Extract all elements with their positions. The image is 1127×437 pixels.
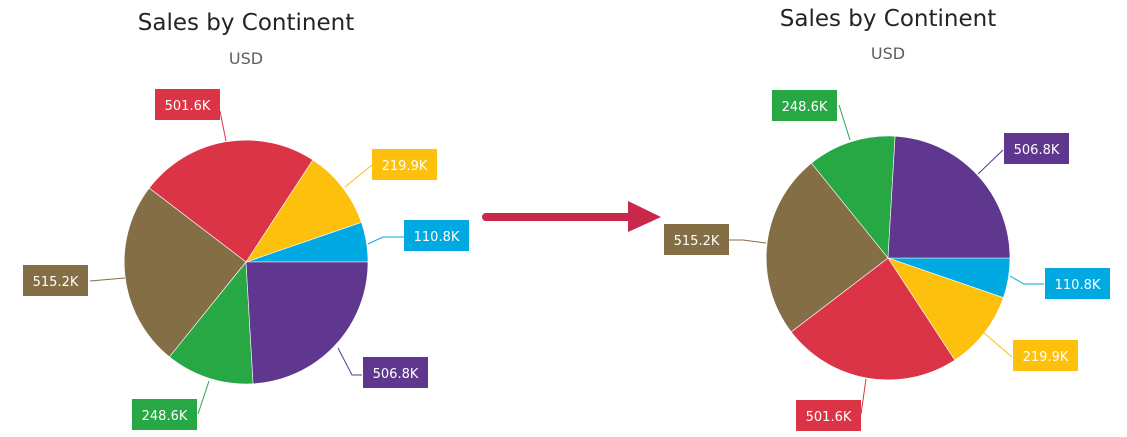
right-chart-subtitle: USD [870, 44, 906, 63]
transform-arrow-icon [482, 201, 661, 232]
left-label-248-6k: 248.6K [142, 409, 188, 424]
left-label-501-6k: 501.6K [165, 99, 211, 114]
left-label-506-8k: 506.8K [373, 367, 419, 382]
right-label-box-green [772, 90, 837, 121]
right-slice-red[interactable] [790, 257, 956, 381]
left-label-110-8k: 110.8K [414, 230, 460, 245]
right-slice-green[interactable] [810, 135, 896, 259]
right-slice-brown[interactable] [765, 162, 889, 333]
left-data-labels: 501.6K 219.9K 110.8K 515.2K 248.6K 506.8… [23, 89, 469, 430]
right-label-501-6k: 501.6K [806, 410, 852, 425]
right-label-248-6k: 248.6K [782, 100, 828, 115]
left-label-box-blue [404, 220, 469, 251]
left-slice-red[interactable] [148, 139, 314, 263]
left-slice-purple[interactable] [245, 261, 369, 385]
right-data-labels: 248.6K 506.8K 515.2K 110.8K 219.9K 501.6… [664, 90, 1110, 431]
right-label-box-purple [1004, 133, 1069, 164]
left-label-515-2k: 515.2K [33, 275, 79, 290]
left-pie [123, 139, 369, 385]
right-label-box-red [796, 400, 861, 431]
left-slice-brown[interactable] [123, 187, 247, 358]
left-chart-title: Sales by Continent [137, 10, 355, 36]
left-label-box-green [132, 399, 197, 430]
left-label-box-purple [363, 357, 428, 388]
right-label-box-yellow [1013, 340, 1078, 371]
right-label-box-brown [664, 224, 729, 255]
right-label-506-8k: 506.8K [1014, 143, 1060, 158]
right-label-box-blue [1045, 268, 1110, 299]
right-label-110-8k: 110.8K [1055, 278, 1101, 293]
left-chart-subtitle: USD [228, 49, 264, 68]
right-label-515-2k: 515.2K [674, 234, 720, 249]
left-slice-green[interactable] [168, 261, 254, 385]
left-leader-lines [89, 110, 405, 415]
right-pie [765, 135, 1011, 381]
right-label-219-9k: 219.9K [1023, 350, 1069, 365]
left-label-box-red [155, 89, 220, 120]
left-label-box-brown [23, 265, 88, 296]
right-slice-purple[interactable] [887, 135, 1011, 259]
left-label-219-9k: 219.9K [382, 159, 428, 174]
right-leader-lines [729, 104, 1044, 415]
left-slice-yellow[interactable] [245, 159, 362, 263]
left-label-box-yellow [372, 149, 437, 180]
right-chart-title: Sales by Continent [779, 6, 997, 32]
